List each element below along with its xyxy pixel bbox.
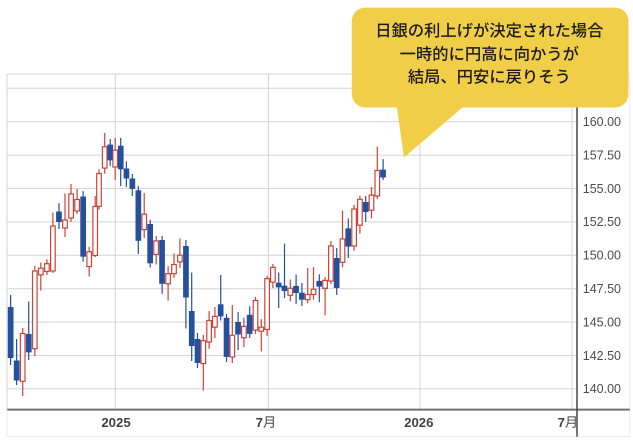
svg-text:152.50: 152.50: [583, 215, 621, 229]
svg-text:7: 7: [558, 415, 565, 430]
svg-text:147.50: 147.50: [583, 282, 621, 296]
svg-text:145.00: 145.00: [583, 315, 621, 329]
svg-text:142.50: 142.50: [583, 349, 621, 363]
svg-text:2026: 2026: [404, 415, 433, 430]
svg-text:7: 7: [256, 415, 263, 430]
svg-text:150.00: 150.00: [583, 249, 621, 263]
svg-text:140.00: 140.00: [583, 382, 621, 396]
svg-text:160.00: 160.00: [583, 115, 621, 129]
svg-text:155.00: 155.00: [583, 182, 621, 196]
svg-text:157.50: 157.50: [583, 148, 621, 162]
svg-text:2025: 2025: [101, 415, 130, 430]
